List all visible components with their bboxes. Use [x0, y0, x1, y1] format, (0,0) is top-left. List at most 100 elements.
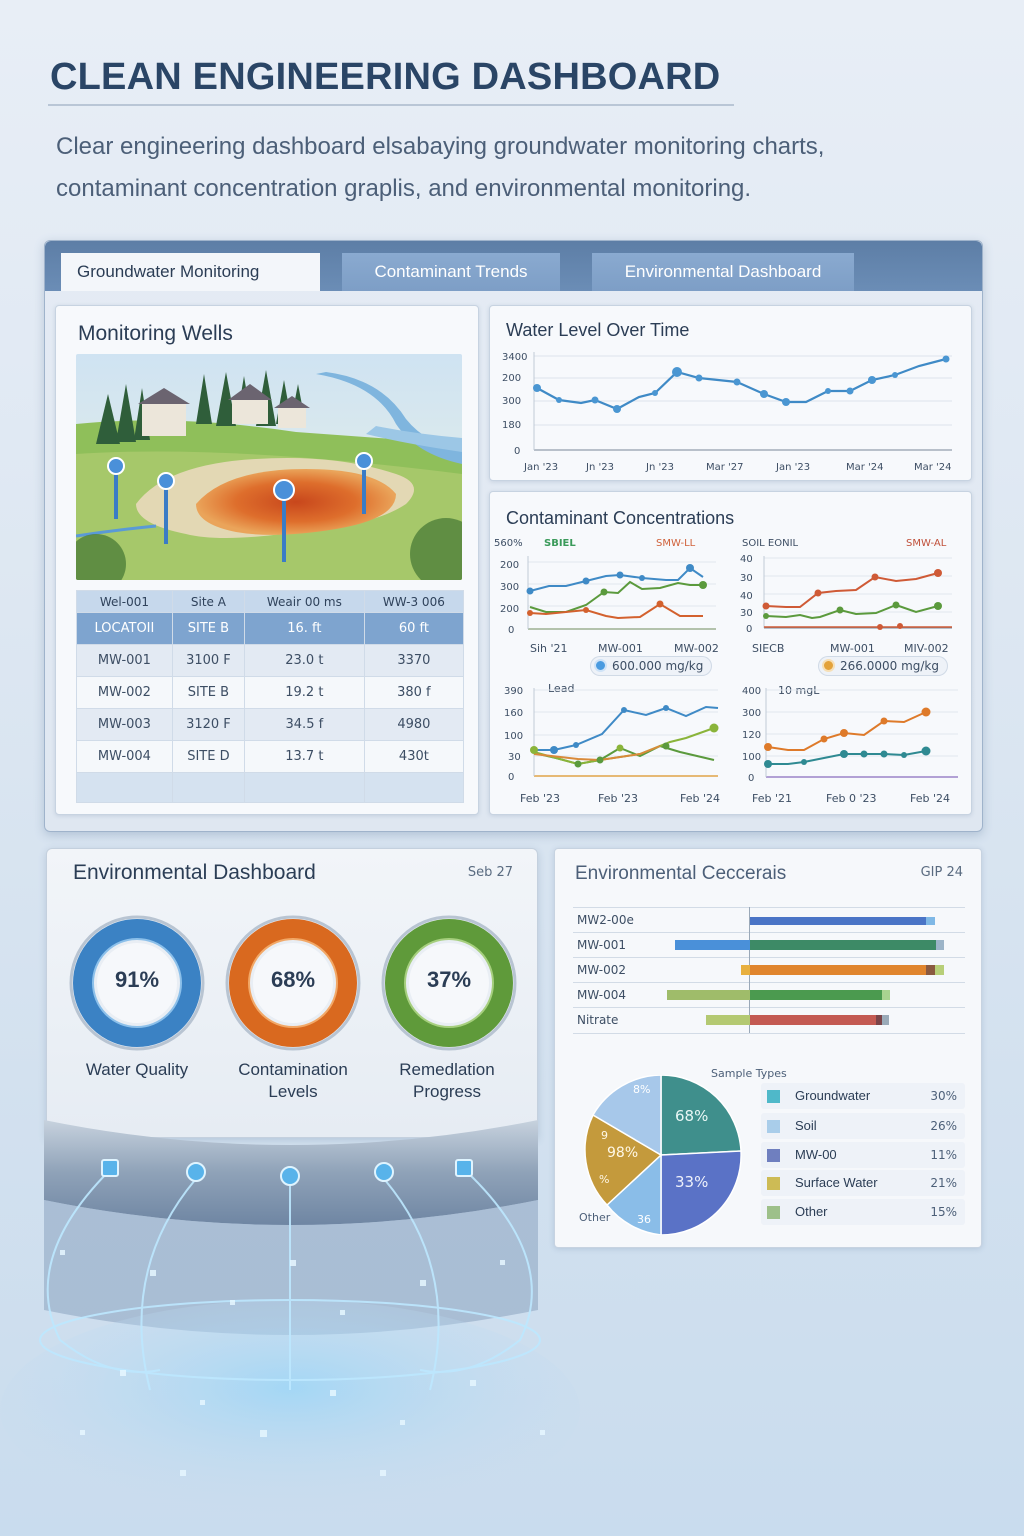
table-cell: 380 f [363, 676, 465, 709]
tab-contaminant-trends[interactable]: Contaminant Trends [342, 253, 560, 291]
y-tick: 100 [742, 752, 761, 763]
title-divider [48, 104, 734, 106]
tab-groundwater-monitoring[interactable]: Groundwater Monitoring [61, 253, 320, 291]
gauge-value: 68% [270, 967, 316, 992]
bar[interactable] [667, 990, 750, 1000]
legend-item-mw-00[interactable]: MW-00 11% [761, 1142, 965, 1168]
x-tick: MW-001 [598, 642, 643, 655]
table-row[interactable]: MW-004 SITE D 13.7 t 430t [76, 740, 465, 773]
table-cell: SITE B [171, 612, 245, 645]
env-ceccerais-title: Environmental Ceccerais [575, 863, 787, 884]
legend-label: SMW-AL [906, 538, 947, 549]
y-tick: 160 [504, 708, 523, 719]
y-tick: 30 [508, 752, 521, 763]
bar[interactable] [750, 917, 926, 925]
pie-label: 33% [675, 1173, 708, 1191]
gauge-water-quality[interactable]: 91% [67, 913, 207, 1053]
bar-label: MW-001 [577, 938, 626, 952]
x-tick: Jan '23 [523, 462, 558, 473]
contaminant-chart-4[interactable]: 400 10 mgL 300 120 100 0 [730, 680, 973, 800]
table-row[interactable]: MW-001 3100 F 23.0 t 3370 [76, 644, 465, 677]
main-panel: Groundwater Monitoring Contaminant Trend… [44, 240, 983, 832]
table-row[interactable]: MW-002 SITE B 19.2 t 380 f [76, 676, 465, 709]
table-cell [171, 772, 245, 803]
contaminant-chart-2[interactable]: SOIL EONIL SMW-AL 40 30 40 30 0 [730, 532, 973, 642]
contaminant-concentrations-card: Contaminant Concentrations 560% SBIEL SM… [489, 491, 972, 815]
table-cell: LOCATOII [76, 612, 173, 645]
table-header-cell[interactable]: Site A [171, 590, 245, 613]
gauge-label-line: Remedlation [399, 1060, 495, 1079]
contaminant-title: Contaminant Concentrations [506, 508, 735, 528]
tab-environmental-dashboard[interactable]: Environmental Dashboard [592, 253, 854, 291]
pie-label: % [599, 1173, 609, 1186]
legend-percent: 11% [930, 1148, 957, 1162]
legend-item-soil[interactable]: Soil 26% [761, 1113, 965, 1139]
tab-bar: Groundwater Monitoring Contaminant Trend… [45, 241, 982, 291]
bar[interactable] [750, 965, 926, 975]
legend-percent: 30% [930, 1089, 957, 1103]
legend-item-surface-water[interactable]: Surface Water 21% [761, 1170, 965, 1196]
subtitle-line-1: Clear engineering dashboard elsabaying g… [56, 133, 825, 160]
y-tick: 400 [742, 686, 761, 697]
legend-name: MW-00 [795, 1147, 837, 1162]
y-tick: 30 [740, 608, 753, 619]
x-tick: Mar '24 [914, 462, 952, 473]
x-tick: MW-001 [830, 642, 875, 655]
env-dashboard-date: Seb 27 [467, 865, 513, 880]
pie-label: 8% [633, 1083, 650, 1096]
table-header-cell[interactable]: Wel-001 [76, 590, 173, 613]
bar[interactable] [750, 990, 882, 1000]
table-cell [363, 772, 465, 803]
table-cell: 3370 [363, 644, 465, 677]
water-level-title: Water Level Over Time [506, 320, 690, 340]
bar[interactable] [750, 1015, 876, 1025]
x-tick: Jan '23 [775, 462, 810, 473]
contaminant-chart-3[interactable]: 390 Lead 160 100 30 0 [490, 680, 730, 800]
gauge-contamination-levels[interactable]: 68% [223, 913, 363, 1053]
site-map-illustration[interactable] [76, 354, 462, 580]
table-cell: 3120 F [171, 708, 245, 741]
y-tick: 0 [508, 772, 514, 783]
pie-title: Sample Types [711, 1067, 787, 1080]
table-header-cell[interactable]: Weair 00 ms [243, 590, 365, 613]
x-tick: Feb '21 [752, 792, 792, 805]
bar[interactable] [706, 1015, 750, 1025]
bar[interactable] [741, 965, 750, 975]
env-dashboard-title: Environmental Dashboard [73, 861, 316, 884]
legend-swatch [767, 1090, 780, 1103]
gauge-value: 91% [114, 967, 160, 992]
blue-dot-icon [594, 659, 607, 672]
concentration-pill-1[interactable]: 600.000 mg/kg [590, 656, 712, 676]
gauge-label-line: Water Quality [85, 1060, 189, 1079]
sample-types-pie-chart[interactable]: 98% 68% 33% 8% 9 % 36 [579, 1075, 745, 1235]
monitoring-wells-title: Monitoring Wells [78, 322, 233, 345]
legend-name: Soil [795, 1118, 817, 1133]
contaminant-chart-1[interactable]: 560% SBIEL SMW-LL 200 300 200 0 [490, 532, 730, 642]
x-tick: Jn '23 [645, 462, 674, 473]
env-ceccerais-date: GIP 24 [920, 865, 963, 880]
table-cell: 19.2 t [243, 676, 365, 709]
table-header-cell[interactable]: WW-3 006 [363, 590, 465, 613]
horizontal-bar-chart[interactable]: MW2-00e MW-001 MW-002 MW-004 Nitrate [555, 907, 983, 1037]
gauge-label-contamination: Contamination Levels [218, 1059, 368, 1103]
bar[interactable] [750, 940, 936, 950]
x-tick: Jn '23 [585, 462, 614, 473]
legend-percent: 26% [930, 1119, 957, 1133]
bar[interactable] [675, 940, 750, 950]
legend-item-other[interactable]: Other 15% [761, 1199, 965, 1225]
y-tick: 40 [740, 591, 753, 602]
concentration-pill-2[interactable]: 266.0000 mg/kg [818, 656, 948, 676]
bar [882, 990, 890, 1000]
y-tick: 3400 [502, 352, 527, 363]
water-level-card: Water Level Over Time 3400 200 300 180 0… [489, 305, 972, 481]
gauge-remediation-progress[interactable]: 37% [379, 913, 519, 1053]
table-cell: 16. ft [243, 612, 365, 645]
x-tick: Feb '23 [598, 792, 638, 805]
legend-item-groundwater[interactable]: Groundwater 30% [761, 1083, 965, 1109]
water-level-chart[interactable]: 3400 200 300 180 0 Jan '23 Jn '23 Jn '23… [490, 346, 973, 482]
y-tick: 100 [504, 731, 523, 742]
x-tick: Feb '24 [680, 792, 720, 805]
table-row[interactable]: MW-003 3120 F 34.5 f 4980 [76, 708, 465, 741]
gauge-value: 37% [426, 967, 472, 992]
x-tick: Feb 0 '23 [826, 792, 877, 805]
